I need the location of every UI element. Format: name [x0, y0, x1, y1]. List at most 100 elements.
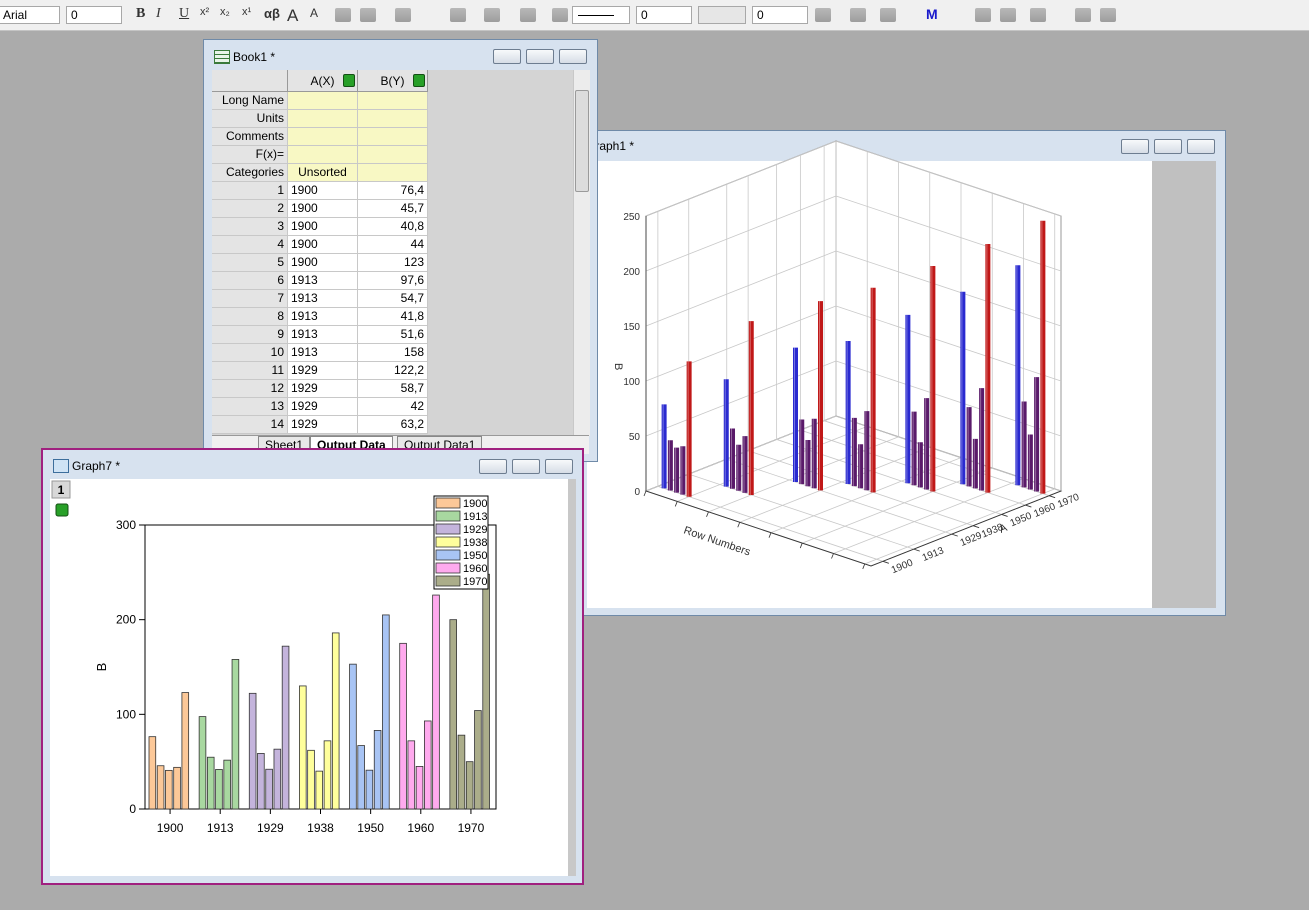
data-cell[interactable]: 1913: [288, 290, 358, 308]
row-number: 6: [212, 272, 288, 290]
row-header: Long Name: [212, 92, 288, 110]
data-cell[interactable]: 1913: [288, 308, 358, 326]
maximize-button[interactable]: [512, 459, 540, 474]
data-cell[interactable]: 1900: [288, 236, 358, 254]
label-cell: [358, 146, 428, 164]
minimize-button[interactable]: [479, 459, 507, 474]
data-cell[interactable]: 1929: [288, 380, 358, 398]
toolbar-icon[interactable]: [815, 8, 831, 22]
toolbar-icon[interactable]: [335, 8, 351, 22]
format-button[interactable]: I: [156, 6, 161, 21]
toolbar-icon[interactable]: [552, 8, 568, 22]
graph7-window[interactable]: Graph7 * 1 0 100 200 300 B 1900 1913 1929 1938 19…: [41, 448, 584, 885]
format-button[interactable]: x₂: [220, 6, 230, 18]
data-cell[interactable]: 1929: [288, 398, 358, 416]
bar: [465, 761, 474, 810]
font-size-box[interactable]: 0: [66, 6, 122, 24]
data-cell[interactable]: 51,6: [358, 326, 428, 344]
color-box[interactable]: [698, 6, 746, 24]
data-cell[interactable]: 97,6: [358, 272, 428, 290]
data-cell[interactable]: 122,2: [358, 362, 428, 380]
bar: [231, 659, 240, 810]
column-header[interactable]: A(X): [288, 70, 358, 92]
data-cell[interactable]: 54,7: [358, 290, 428, 308]
data-cell[interactable]: 63,2: [358, 416, 428, 434]
x-tick: [706, 511, 709, 517]
data-cell[interactable]: 1913: [288, 272, 358, 290]
m-button[interactable]: M: [926, 6, 938, 22]
label-cell: [358, 164, 428, 182]
format-button[interactable]: B: [136, 6, 146, 21]
column-header[interactable]: B(Y): [358, 70, 428, 92]
maximize-button[interactable]: [526, 49, 554, 64]
data-cell[interactable]: 1900: [288, 254, 358, 272]
bar: [474, 710, 482, 810]
data-cell[interactable]: 1929: [288, 416, 358, 434]
size-box[interactable]: 0: [752, 6, 808, 24]
data-cell[interactable]: 158: [358, 344, 428, 362]
toolbar-icon[interactable]: [1000, 8, 1016, 22]
toolbar-icon[interactable]: [975, 8, 991, 22]
data-cell[interactable]: 44: [358, 236, 428, 254]
format-button[interactable]: αβ: [264, 6, 280, 21]
book1-window[interactable]: Book1 * A(X) B(Y) Long Name Units Comments F(…: [203, 39, 598, 462]
format-button[interactable]: A: [287, 6, 299, 25]
data-cell[interactable]: 40,8: [358, 218, 428, 236]
minimize-button[interactable]: [1121, 139, 1149, 154]
z-tick-label: 100: [623, 377, 640, 388]
y-tick: [913, 548, 920, 552]
scroll-thumb[interactable]: [575, 90, 589, 192]
bar: [482, 573, 490, 810]
data-cell[interactable]: 41,8: [358, 308, 428, 326]
toolbar-icon[interactable]: [450, 8, 466, 22]
toolbar-icon[interactable]: [1075, 8, 1091, 22]
close-button[interactable]: [1187, 139, 1215, 154]
toolbar-icon[interactable]: [850, 8, 866, 22]
maximize-button[interactable]: [1154, 139, 1182, 154]
row-header: Units: [212, 110, 288, 128]
close-button[interactable]: [545, 459, 573, 474]
bar: [415, 766, 424, 810]
lock-icon: [413, 74, 425, 87]
minimize-button[interactable]: [493, 49, 521, 64]
format-button[interactable]: x²: [200, 6, 210, 18]
bar: [148, 736, 157, 810]
graph1-window[interactable]: Graph1 * 0 50 100 150 200 250 1900 1913 1929 1938…: [575, 130, 1226, 616]
layer-box[interactable]: [51, 480, 71, 499]
data-cell[interactable]: 1929: [288, 362, 358, 380]
data-cell[interactable]: 42: [358, 398, 428, 416]
z-tick-label: 150: [623, 322, 640, 333]
data-cell[interactable]: 1913: [288, 344, 358, 362]
toolbar-icon[interactable]: [1030, 8, 1046, 22]
font-box[interactable]: Arial: [0, 6, 60, 24]
data-cell[interactable]: 45,7: [358, 200, 428, 218]
data-cell[interactable]: 58,7: [358, 380, 428, 398]
toolbar-icon[interactable]: [484, 8, 500, 22]
y-tick: [1001, 514, 1008, 517]
z-tick-label: 50: [629, 432, 641, 443]
toolbar-icon[interactable]: [1100, 8, 1116, 22]
legend-label: 1938: [463, 537, 487, 549]
y-tick-label: 0: [129, 802, 136, 816]
data-cell[interactable]: 1900: [288, 200, 358, 218]
row-number: 4: [212, 236, 288, 254]
bar: [423, 720, 432, 810]
line-width-box[interactable]: 0: [636, 6, 692, 24]
format-button[interactable]: x¹: [242, 6, 252, 18]
close-button[interactable]: [559, 49, 587, 64]
toolbar-icon[interactable]: [395, 8, 411, 22]
format-button[interactable]: A: [310, 6, 319, 20]
data-cell[interactable]: 76,4: [358, 182, 428, 200]
bar: [273, 748, 282, 810]
toolbar-icon[interactable]: [360, 8, 376, 22]
toolbar-icon[interactable]: [520, 8, 536, 22]
format-button[interactable]: U: [179, 6, 190, 21]
data-cell[interactable]: 1900: [288, 218, 358, 236]
x-axis: [645, 490, 872, 567]
y-axis-label: A: [998, 522, 1010, 536]
legend-label: 1950: [463, 550, 487, 562]
data-cell[interactable]: 1913: [288, 326, 358, 344]
data-cell[interactable]: 123: [358, 254, 428, 272]
toolbar-icon[interactable]: [880, 8, 896, 22]
data-cell[interactable]: 1900: [288, 182, 358, 200]
